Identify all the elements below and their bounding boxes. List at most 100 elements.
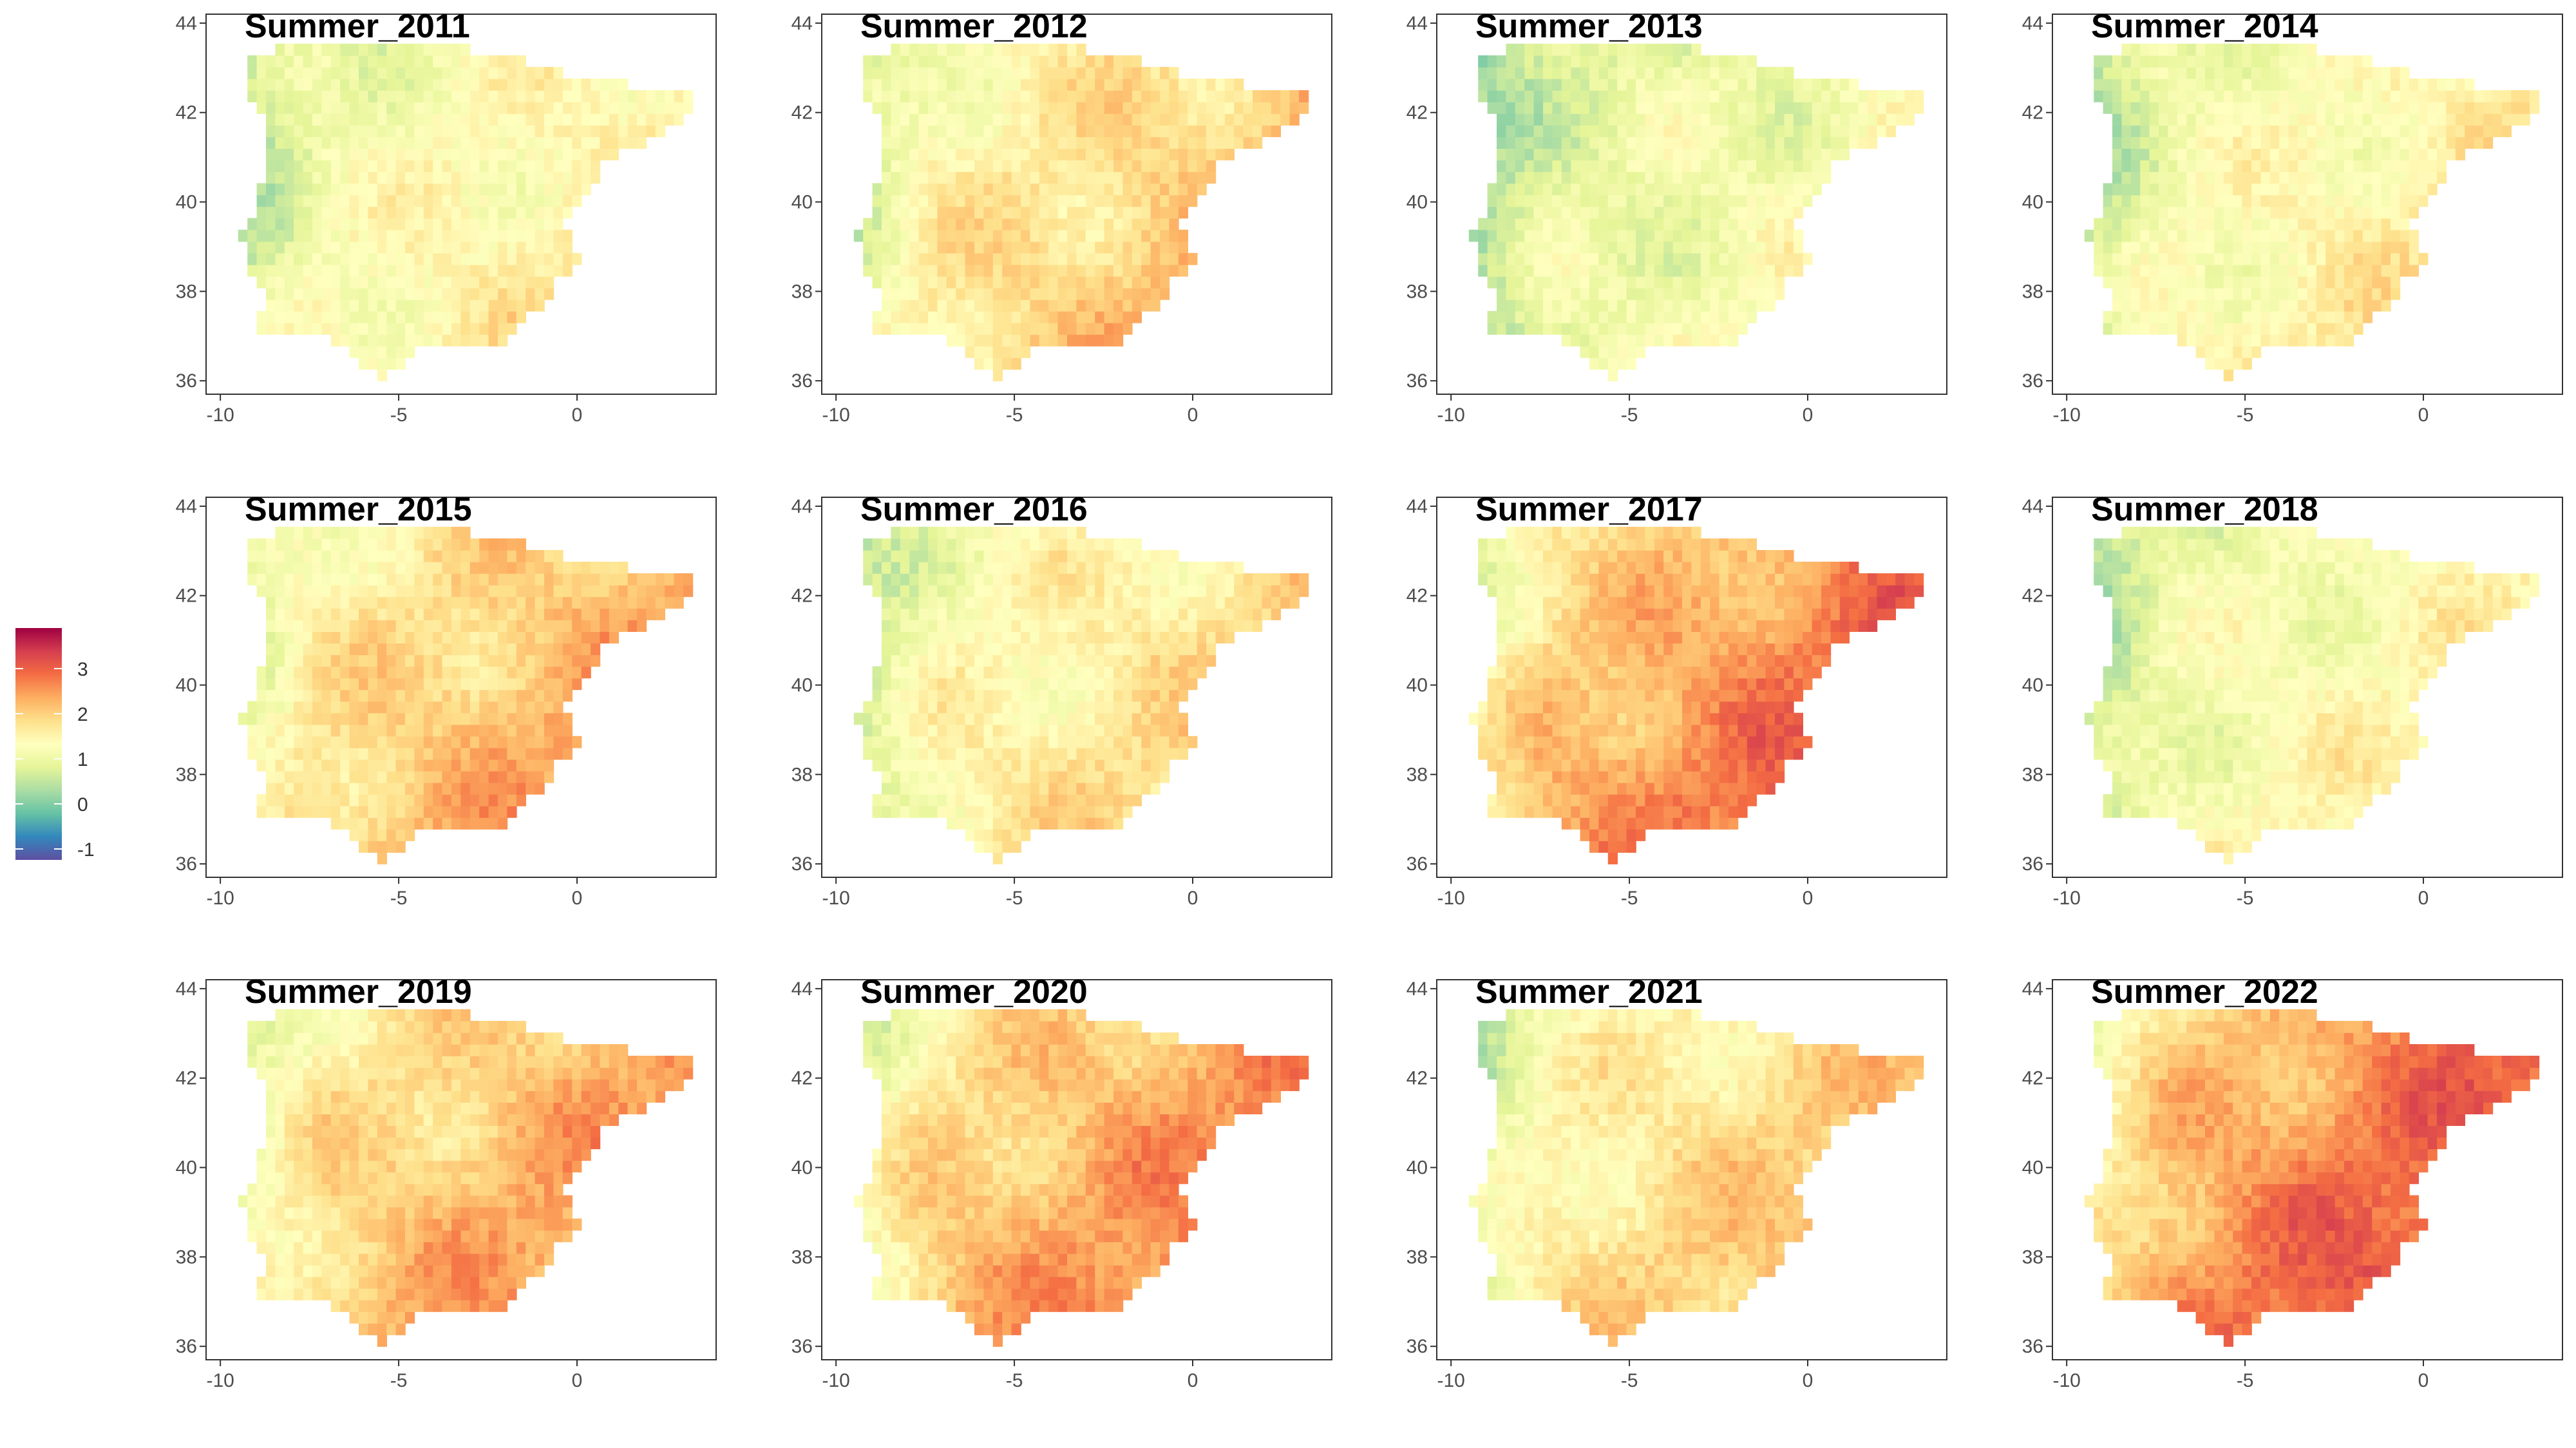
heat-cell [1663,229,1674,242]
heat-cell [321,148,332,160]
heat-cell [1095,241,1105,254]
heat-cell [891,90,901,102]
heat-cell [937,736,947,748]
heat-cell [266,322,276,335]
heat-cell [395,643,406,656]
panel-title: Summer_2013 [1475,8,1703,45]
heat-cell [2242,137,2252,149]
heat-cell [1048,218,1059,231]
heat-cell [2168,113,2178,126]
heat-cell [2168,206,2178,219]
heat-cell [321,113,332,126]
heat-cell [479,113,489,126]
heat-cell [284,689,294,702]
heat-cell [553,712,564,725]
heat-cell [284,125,294,137]
heat-cell [1122,125,1133,137]
heat-cell [303,183,313,196]
heat-cell [368,334,378,347]
heat-cell [2159,264,2169,277]
heat-cell [2195,206,2206,219]
heat-cell [1215,148,1226,160]
heat-cell [423,102,433,114]
heat-cell [553,79,564,91]
heat-cell [1487,195,1497,207]
heat-cell [1160,276,1170,289]
heat-cell [2316,218,2326,231]
heat-cell [1067,817,1077,830]
heat-cell [1122,79,1133,91]
heat-cell [1830,90,1841,102]
heat-cell [1030,322,1040,335]
heat-cell [544,596,554,609]
heat-cell [1262,102,1272,114]
heat-cell [1002,357,1012,370]
heat-cell [2391,137,2401,149]
heat-cell [992,55,1003,68]
heat-cell [1169,736,1179,748]
heat-cell [516,585,526,597]
heat-cell [423,666,433,679]
heat-cell [983,218,994,231]
heat-cell [2474,125,2484,137]
heat-cell [1132,287,1142,300]
heat-cell [423,724,433,737]
heat-cells [1468,43,1924,381]
heat-cell [433,805,443,818]
heat-cell [2344,160,2354,173]
heat-cell [1178,736,1188,748]
heat-cell [1738,113,1748,126]
heat-cell [312,160,323,173]
heat-cell [553,631,564,643]
heat-cell [2269,334,2280,347]
heat-cell [946,43,956,56]
heat-cell [1543,310,1553,323]
heat-cell [321,678,332,691]
heat-cell [1747,137,1757,149]
heat-cell [303,43,313,56]
heat-cell [321,55,332,68]
heat-cell [1765,90,1776,102]
heat-cell [2121,264,2132,277]
heat-cell [1543,276,1553,289]
heat-cell [294,620,304,632]
heat-cell [1561,113,1571,126]
heat-cell [386,666,397,679]
heat-cell [1113,206,1124,219]
heat-cell [1085,322,1095,335]
heat-cell [900,759,910,772]
heat-cell [498,585,508,597]
heat-cell [433,794,443,806]
heat-cell [1497,229,1507,242]
heat-cell [544,183,554,196]
heat-cell [909,79,920,91]
heat-cell [909,782,920,795]
y-tick-label: 42 [176,102,197,124]
heat-cell [488,252,498,265]
heat-cell [2159,148,2169,160]
heat-cell [918,759,929,772]
heat-cell [2233,299,2243,312]
heat-cell [2121,322,2132,335]
heat-cell [2316,125,2326,137]
heat-cell [1057,229,1068,242]
heat-cell [1821,171,1832,184]
heat-cell [1104,747,1114,760]
heat-cell [359,689,369,702]
heat-cell [359,125,369,137]
heat-cell [2279,137,2289,149]
heat-cell [1738,79,1748,91]
heat-cell [1141,148,1151,160]
heat-cell [1085,770,1095,783]
heat-cell [275,770,285,783]
heat-cell [1188,252,1198,265]
heat-cell [1497,264,1507,277]
heat-cell [1030,79,1040,91]
heat-cell [900,322,910,335]
heat-cell [891,206,901,219]
heat-cell [479,276,489,289]
heat-cell [330,113,341,126]
heat-cell [2409,160,2419,173]
heat-cell [2112,310,2123,323]
x-tick-label: -10 [1437,405,1464,426]
